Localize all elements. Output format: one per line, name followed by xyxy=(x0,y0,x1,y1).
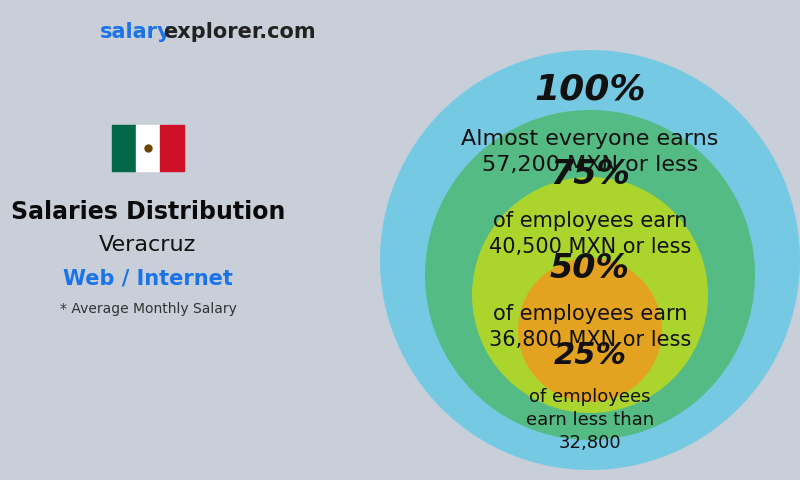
Text: 100%: 100% xyxy=(534,73,646,107)
Bar xyxy=(136,125,160,171)
Text: of employees earn
36,800 MXN or less: of employees earn 36,800 MXN or less xyxy=(489,304,691,349)
Circle shape xyxy=(518,258,662,402)
Circle shape xyxy=(425,110,755,440)
Text: salary: salary xyxy=(100,22,172,42)
Text: Veracruz: Veracruz xyxy=(99,235,197,255)
Text: Web / Internet: Web / Internet xyxy=(63,268,233,288)
Text: of employees earn
40,500 MXN or less: of employees earn 40,500 MXN or less xyxy=(489,211,691,257)
Circle shape xyxy=(472,177,708,413)
Text: 50%: 50% xyxy=(550,252,630,285)
Text: explorer.com: explorer.com xyxy=(163,22,316,42)
Bar xyxy=(160,125,184,171)
Text: of employees
earn less than
32,800: of employees earn less than 32,800 xyxy=(526,388,654,452)
Text: 25%: 25% xyxy=(554,340,626,370)
Bar xyxy=(112,125,136,171)
Circle shape xyxy=(380,50,800,470)
Text: * Average Monthly Salary: * Average Monthly Salary xyxy=(59,302,237,316)
Text: Almost everyone earns
57,200 MXN or less: Almost everyone earns 57,200 MXN or less xyxy=(462,129,718,175)
Text: Salaries Distribution: Salaries Distribution xyxy=(11,200,285,224)
Text: 75%: 75% xyxy=(550,158,630,192)
